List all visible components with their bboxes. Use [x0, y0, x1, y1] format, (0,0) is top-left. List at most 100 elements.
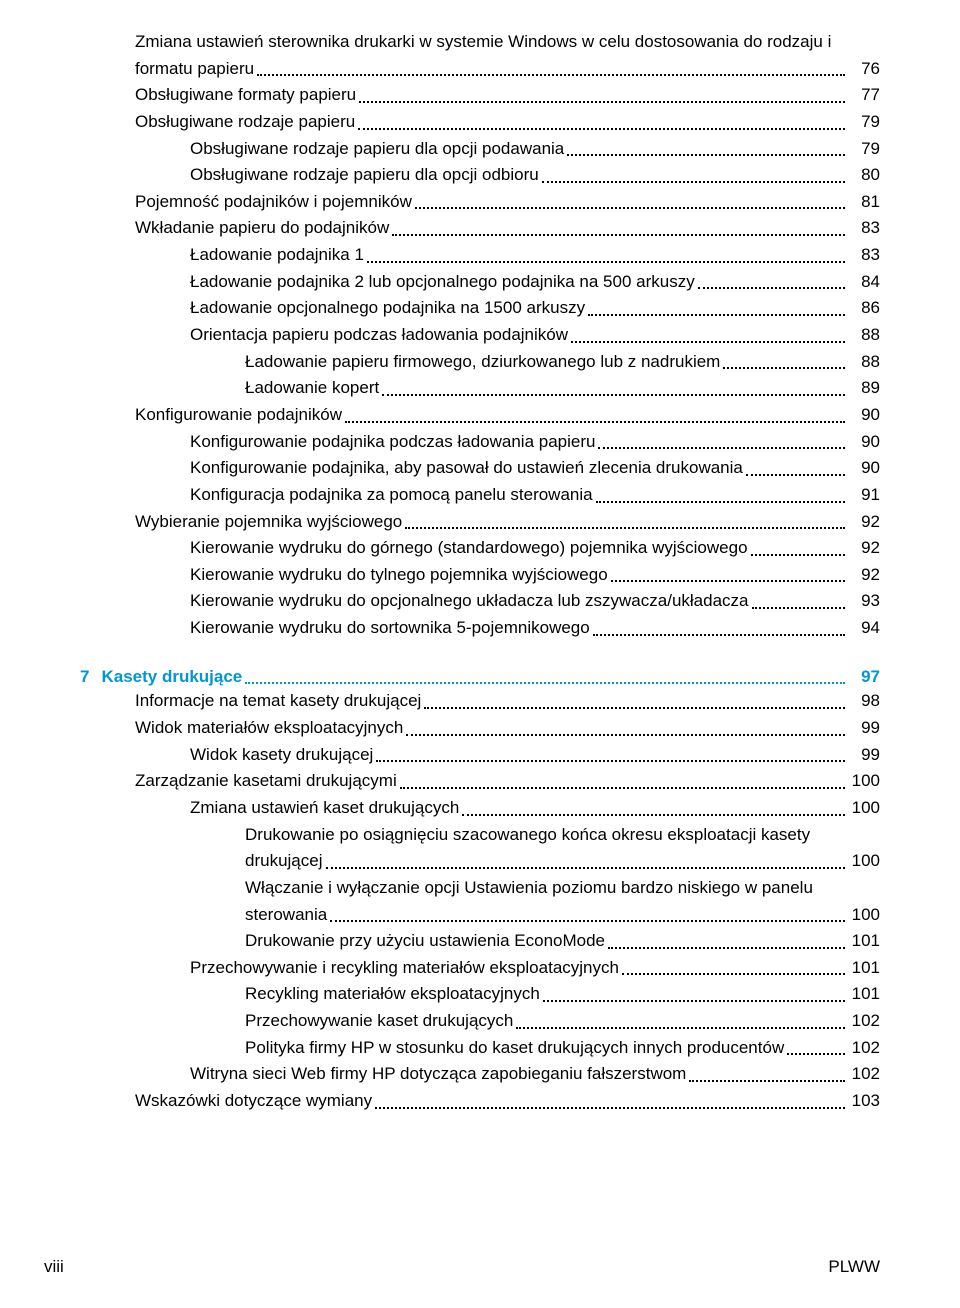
- toc-entry-page: 102: [848, 1062, 880, 1087]
- leader: [406, 733, 845, 736]
- toc-entry-text: Ładowanie kopert: [245, 376, 379, 401]
- toc-entry[interactable]: Ładowanie opcjonalnego podajnika na 1500…: [80, 296, 880, 321]
- leader: [542, 180, 845, 183]
- leader: [257, 73, 845, 76]
- toc-entry[interactable]: Obsługiwane rodzaje papieru79: [80, 110, 880, 135]
- toc-entry-page: 93: [848, 589, 880, 614]
- toc-entry[interactable]: drukującej 100: [80, 849, 880, 874]
- toc-entry-text: Ładowanie opcjonalnego podajnika na 1500…: [190, 296, 585, 321]
- toc-entry[interactable]: formatu papieru76: [80, 57, 880, 82]
- toc-entry-page: 88: [848, 350, 880, 375]
- toc-entry[interactable]: Drukowanie po osiągnięciu szacowanego ko…: [80, 823, 880, 848]
- toc-entry-text: Widok materiałów eksploatacyjnych: [135, 716, 403, 741]
- leader: [358, 127, 845, 130]
- toc-entry[interactable]: sterowania100: [80, 903, 880, 928]
- toc-entry-page: 94: [848, 616, 880, 641]
- toc-entry[interactable]: Kierowanie wydruku do górnego (standardo…: [80, 536, 880, 561]
- toc-entry[interactable]: Konfiguracja podajnika za pomocą panelu …: [80, 483, 880, 508]
- toc-entry[interactable]: Włączanie i wyłączanie opcji Ustawienia …: [80, 876, 880, 901]
- toc-entry-page: 102: [848, 1036, 880, 1061]
- leader: [689, 1079, 845, 1082]
- toc-entry-text: Polityka firmy HP w stosunku do kaset dr…: [245, 1036, 784, 1061]
- toc-entry-text: Konfigurowanie podajnika podczas ładowan…: [190, 430, 595, 455]
- toc-entry[interactable]: Konfigurowanie podajnika, aby pasował do…: [80, 456, 880, 481]
- toc-entry[interactable]: Witryna sieci Web firmy HP dotycząca zap…: [80, 1062, 880, 1087]
- toc-entry-text: Informacje na temat kasety drukującej: [135, 689, 421, 714]
- toc-entry-page: 92: [848, 536, 880, 561]
- toc-entry-page: 91: [848, 483, 880, 508]
- toc-entry-page: 100: [848, 849, 880, 874]
- toc-entry-text: Ładowanie papieru firmowego, dziurkowane…: [245, 350, 720, 375]
- toc-entry[interactable]: Widok kasety drukującej99: [80, 743, 880, 768]
- toc-entry[interactable]: Wkładanie papieru do podajników83: [80, 216, 880, 241]
- toc-entry-page: 88: [848, 323, 880, 348]
- leader: [598, 446, 845, 449]
- leader: [608, 946, 845, 949]
- toc-entry[interactable]: Ładowanie podajnika 2 lub opcjonalnego p…: [80, 270, 880, 295]
- toc-entry-page: 76: [848, 57, 880, 82]
- toc-entry[interactable]: Kierowanie wydruku do tylnego pojemnika …: [80, 563, 880, 588]
- leader: [424, 706, 845, 709]
- toc-entry[interactable]: Zmiana ustawień sterownika drukarki w sy…: [80, 30, 880, 55]
- leader: [698, 286, 845, 289]
- toc-entry[interactable]: Ładowanie podajnika 183: [80, 243, 880, 268]
- toc-entry[interactable]: Przechowywanie i recykling materiałów ek…: [80, 956, 880, 981]
- chapter-number: 7: [80, 665, 89, 690]
- toc-entry-text: Konfigurowanie podajnika, aby pasował do…: [190, 456, 743, 481]
- toc-entry-text: Kierowanie wydruku do opcjonalnego układ…: [190, 589, 749, 614]
- toc-entry-page: 81: [848, 190, 880, 215]
- toc-entry-text: Zmiana ustawień kaset drukujących: [190, 796, 459, 821]
- toc-entry-page: 77: [848, 83, 880, 108]
- toc-entry[interactable]: Recykling materiałów eksploatacyjnych101: [80, 982, 880, 1007]
- leader: [593, 633, 845, 636]
- leader: [345, 420, 845, 423]
- leader: [326, 866, 846, 869]
- toc-entry[interactable]: Konfigurowanie podajników90: [80, 403, 880, 428]
- leader: [462, 813, 845, 816]
- toc-entry-page: 102: [848, 1009, 880, 1034]
- toc-entry[interactable]: Zarządzanie kasetami drukującymi100: [80, 769, 880, 794]
- toc-entry[interactable]: Obsługiwane rodzaje papieru dla opcji po…: [80, 137, 880, 162]
- toc-entry[interactable]: Ładowanie papieru firmowego, dziurkowane…: [80, 350, 880, 375]
- leader: [723, 366, 845, 369]
- toc-entry[interactable]: Konfigurowanie podajnika podczas ładowan…: [80, 430, 880, 455]
- toc-entry-text: Kierowanie wydruku do górnego (standardo…: [190, 536, 748, 561]
- toc-entry[interactable]: Polityka firmy HP w stosunku do kaset dr…: [80, 1036, 880, 1061]
- toc-entry[interactable]: Widok materiałów eksploatacyjnych99: [80, 716, 880, 741]
- toc-entry-text: Orientacja papieru podczas ładowania pod…: [190, 323, 568, 348]
- toc-entry-text: Witryna sieci Web firmy HP dotycząca zap…: [190, 1062, 686, 1087]
- toc-entry[interactable]: Zmiana ustawień kaset drukujących 100: [80, 796, 880, 821]
- footer-page-number: viii: [44, 1255, 64, 1280]
- page-footer: viii PLWW: [44, 1255, 880, 1280]
- leader: [752, 606, 846, 609]
- toc-entry[interactable]: Informacje na temat kasety drukującej98: [80, 689, 880, 714]
- toc-entry-text: Obsługiwane rodzaje papieru dla opcji od…: [190, 163, 539, 188]
- toc-entry-page: 92: [848, 563, 880, 588]
- toc-entry[interactable]: Ładowanie kopert89: [80, 376, 880, 401]
- toc-entry[interactable]: Obsługiwane formaty papieru77: [80, 83, 880, 108]
- toc-entry[interactable]: Wskazówki dotyczące wymiany103: [80, 1089, 880, 1114]
- toc-entry[interactable]: Pojemność podajników i pojemników 81: [80, 190, 880, 215]
- footer-doc-code: PLWW: [828, 1255, 880, 1280]
- toc-entry-page: 100: [848, 796, 880, 821]
- chapter-heading[interactable]: 7 Kasety drukujące 97: [80, 665, 880, 690]
- toc-entry-text: Konfiguracja podajnika za pomocą panelu …: [190, 483, 593, 508]
- toc-entry-page: 83: [848, 243, 880, 268]
- toc-entry[interactable]: Przechowywanie kaset drukujących102: [80, 1009, 880, 1034]
- leader: [588, 313, 845, 316]
- toc-entry-page: 79: [848, 137, 880, 162]
- toc-entry-text: Pojemność podajników i pojemników: [135, 190, 412, 215]
- leader: [330, 919, 845, 922]
- toc-entry[interactable]: Kierowanie wydruku do sortownika 5-pojem…: [80, 616, 880, 641]
- toc-entry[interactable]: Kierowanie wydruku do opcjonalnego układ…: [80, 589, 880, 614]
- toc-entry[interactable]: Orientacja papieru podczas ładowania pod…: [80, 323, 880, 348]
- toc-page: Zmiana ustawień sterownika drukarki w sy…: [0, 0, 960, 1114]
- toc-entry[interactable]: Drukowanie przy użyciu ustawienia EconoM…: [80, 929, 880, 954]
- toc-entry[interactable]: Wybieranie pojemnika wyjściowego92: [80, 510, 880, 535]
- toc-entry[interactable]: Obsługiwane rodzaje papieru dla opcji od…: [80, 163, 880, 188]
- toc-entry-text: drukującej: [245, 849, 323, 874]
- leader: [415, 206, 845, 209]
- toc-entry-page: 101: [848, 929, 880, 954]
- toc-entry-text: Wybieranie pojemnika wyjściowego: [135, 510, 402, 535]
- leader: [367, 260, 845, 263]
